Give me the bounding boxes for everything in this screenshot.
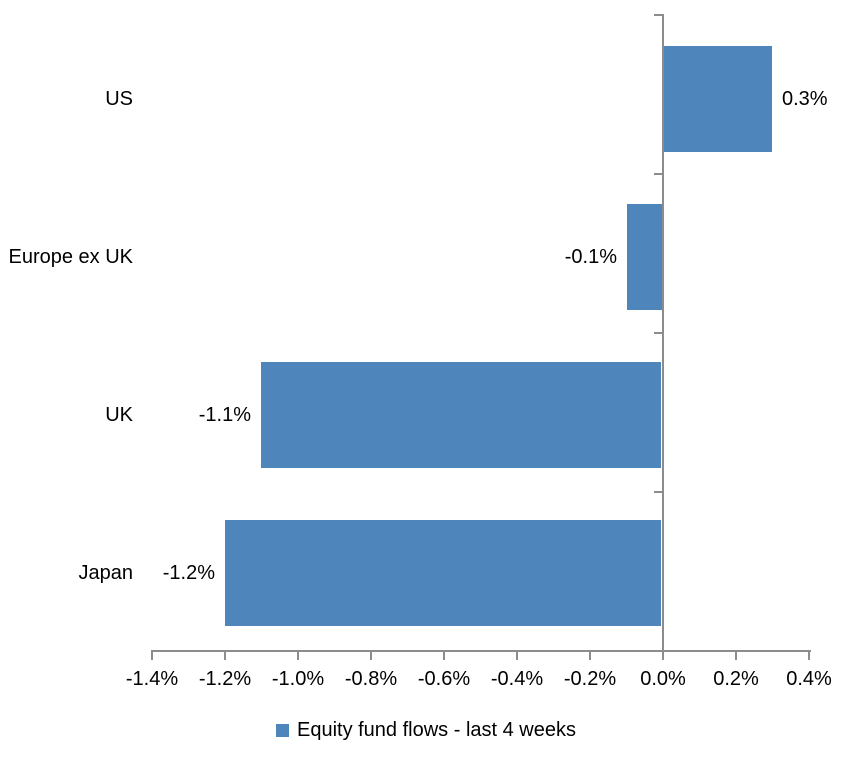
value-axis-tick <box>735 650 737 660</box>
value-axis-tick <box>370 650 372 660</box>
value-axis-tick-label: -0.8% <box>344 668 398 690</box>
value-axis-tick-label: -1.0% <box>271 668 325 690</box>
value-axis-tick-label: -0.4% <box>490 668 544 690</box>
category-axis-tick <box>654 14 662 16</box>
value-axis-tick-label: 0.4% <box>786 668 832 690</box>
value-axis-tick <box>443 650 445 660</box>
value-axis-tick <box>662 650 664 660</box>
category-label-europe-ex-uk: Europe ex UK <box>8 246 133 268</box>
value-axis-line <box>151 650 811 652</box>
value-axis-tick-label: -0.6% <box>417 668 471 690</box>
category-axis-tick <box>654 332 662 334</box>
category-axis-tick <box>654 173 662 175</box>
value-axis-tick-label: -0.2% <box>563 668 617 690</box>
data-label-us: 0.3% <box>782 88 828 110</box>
value-axis-tick <box>297 650 299 660</box>
value-axis-tick <box>151 650 153 660</box>
data-label-europe-ex-uk: -0.1% <box>564 246 617 268</box>
category-axis-tick <box>654 491 662 493</box>
value-axis-tick <box>516 650 518 660</box>
bar-us <box>664 46 772 152</box>
bar-europe-ex-uk <box>627 204 662 310</box>
category-label-uk: UK <box>105 404 133 426</box>
value-axis-tick <box>808 650 810 660</box>
value-axis-tick-label: 0.0% <box>640 668 686 690</box>
value-axis-tick-label: -1.2% <box>198 668 252 690</box>
legend-series-marker-icon <box>275 723 289 737</box>
value-axis-tick <box>589 650 591 660</box>
category-label-us: US <box>105 88 133 110</box>
value-axis-tick-label: -1.4% <box>125 668 179 690</box>
legend-series-label: Equity fund flows - last 4 weeks <box>296 719 576 741</box>
data-label-uk: -1.1% <box>198 404 251 426</box>
bar-uk <box>261 362 661 468</box>
bar-japan <box>225 520 661 626</box>
value-axis-tick-label: 0.2% <box>713 668 759 690</box>
chart-legend: Equity fund flows - last 4 weeks <box>0 717 852 743</box>
category-axis-line <box>662 14 664 652</box>
data-label-japan: -1.2% <box>162 562 215 584</box>
value-axis-tick <box>224 650 226 660</box>
category-label-japan: Japan <box>78 562 134 584</box>
